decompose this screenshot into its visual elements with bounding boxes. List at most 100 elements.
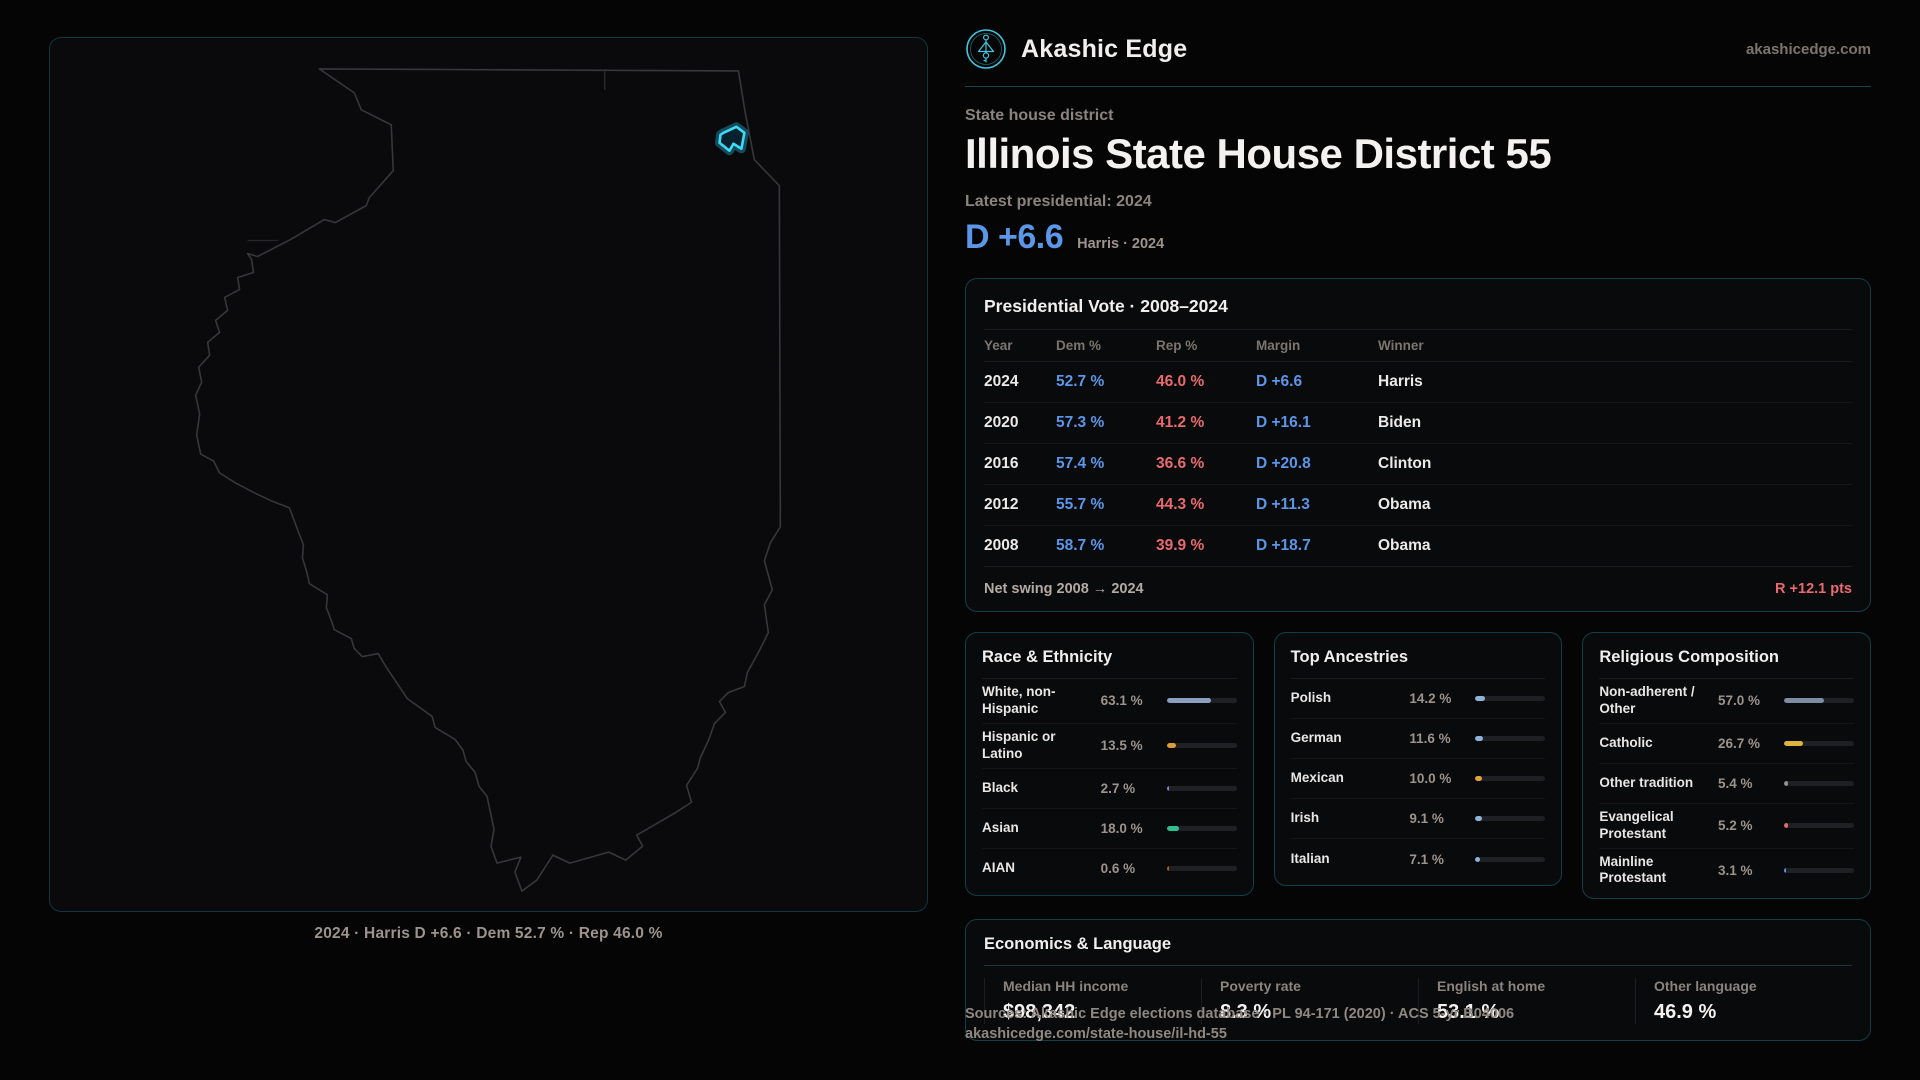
stat-label: Evangelical Protestant [1599,808,1674,841]
district-55-shape[interactable] [718,125,746,153]
stat-label: AIAN [982,860,1015,876]
ancestries-card: Top Ancestries Polish 14.2 % German 11.6… [1273,632,1563,886]
stat-value: 5.2 % [1717,818,1753,834]
stat-bar-fill [1783,867,1787,873]
economics-stat-label: English at home [1437,978,1546,995]
stat-row: Black 2.7 % [982,769,1237,809]
religion-list: Non-adherent / Other 57.0 % Catholic 26.… [1599,679,1854,892]
cell-rep: 46.0 % [1156,373,1205,390]
stat-row: Italian 7.1 % [1291,839,1546,879]
stat-value: 7.1 % [1409,851,1444,867]
stat-bar [1475,736,1546,741]
cell-margin: D +11.3 [1256,496,1310,513]
stat-label: Asian [982,819,1019,835]
stat-bar [1166,785,1237,791]
economics-title: Economics & Language [984,935,1852,967]
akashic-edge-logo-icon [966,29,1006,69]
stat-row: German 11.6 % [1290,719,1546,759]
table-row: 2016 57.4 % 36.6 % D +20.8 Clinton [984,444,1852,485]
economics-stat-label: Poverty rate [1220,978,1301,995]
net-swing-label: Net swing 2008 → 2024 [984,581,1144,597]
cell-margin: D +18.7 [1256,537,1311,554]
stat-label: Polish [1290,690,1332,706]
stat-row: AIAN 0.6 % [982,849,1237,889]
stat-label: Mainline Protestant [1599,853,1667,886]
source-permalink[interactable]: akashicedge.com/state-house/il-hd-55 [965,1026,1227,1042]
stat-value: 63.1 % [1100,693,1143,709]
stat-bar-fill [1166,785,1169,791]
margin-caption: Harris · 2024 [1077,236,1165,252]
illinois-outline [194,68,782,892]
stat-bar [1783,867,1854,873]
stat-row: Other tradition 5.4 % [1599,764,1854,804]
stat-label: White, non-Hispanic [982,684,1056,716]
state-map-panel [49,37,928,912]
site-header: Akashic Edge akashicedge.com [965,0,1871,70]
economics-stat: Poverty rate 8.3 % [1201,978,1418,1025]
brand-domain-link[interactable]: akashicedge.com [1745,40,1871,58]
stat-row: Polish 14.2 % [1290,679,1546,719]
stat-row: Catholic 26.7 % [1599,724,1854,764]
economics-stat: English at home 53.1 % [1418,978,1635,1025]
cell-winner: Harris [1378,373,1423,390]
stat-bar-fill [1783,823,1788,829]
economics-stat-value: $98,342 [1003,1001,1076,1024]
col-dem: Dem % [1056,338,1102,353]
table-row: 2012 55.7 % 44.3 % D +11.3 Obama [984,485,1852,526]
stat-bar [1475,816,1546,821]
cell-dem: 52.7 % [1056,373,1105,390]
stat-bar [1783,698,1854,704]
col-rep: Rep % [1156,338,1198,353]
col-year: Year [984,338,1013,353]
stat-bar-fill [1783,698,1824,704]
stat-bar [1166,866,1237,871]
stat-value: 18.0 % [1100,820,1143,836]
col-winner: Winner [1378,338,1424,353]
stat-bar [1166,743,1237,749]
stat-row: Evangelical Protestant 5.2 % [1599,804,1854,849]
stat-label: Other tradition [1599,774,1694,790]
page-title: Illinois State House District 55 [965,130,1552,177]
cell-winner: Clinton [1378,455,1432,472]
stat-bar-fill [1166,698,1211,704]
cell-winner: Obama [1378,537,1431,554]
margin-value: D +6.6 [965,218,1064,256]
economics-stat: Median HH income $98,342 [984,978,1201,1025]
presidential-vote-panel: Presidential Vote · 2008–2024 Year Dem %… [965,278,1871,612]
stat-value: 9.1 % [1409,811,1444,826]
stat-value: 0.6 % [1100,861,1136,876]
header-divider [965,86,1871,87]
cell-year: 2024 [984,373,1019,390]
economics-stat-value: 46.9 % [1654,1001,1717,1024]
stat-bar [1783,740,1854,746]
stat-row: Non-adherent / Other 57.0 % [1599,679,1854,724]
stat-bar [1475,696,1546,701]
stat-label: Italian [1290,850,1330,866]
cell-rep: 39.9 % [1156,537,1205,554]
stat-bar [1475,856,1546,862]
cell-rep: 36.6 % [1156,455,1205,472]
cell-year: 2012 [984,496,1019,513]
brand-name: Akashic Edge [1021,34,1188,63]
latest-presidential-label: Latest presidential: 2024 [965,193,1152,210]
stat-bar-fill [1475,856,1481,862]
detail-column: Akashic Edge akashicedge.com State house… [965,0,1871,1042]
presidential-vote-title: Presidential Vote · 2008–2024 [984,296,1852,330]
cell-winner: Biden [1378,414,1422,431]
stat-label: Catholic [1599,734,1653,750]
illinois-map [194,68,782,892]
religion-card: Religious Composition Non-adherent / Oth… [1582,632,1871,900]
stat-bar-fill [1166,866,1169,871]
economics-stat: Other language 46.9 % [1635,978,1852,1025]
margin-summary: D +6.6 Harris · 2024 [965,218,1871,257]
map-caption: 2024 · Harris D +6.6 · Dem 52.7 % · Rep … [314,925,663,942]
cell-winner: Obama [1378,496,1431,513]
stat-label: Non-adherent / Other [1599,684,1695,716]
stat-value: 3.1 % [1717,862,1753,878]
economics-stat-value: 8.3 % [1220,1001,1272,1024]
cell-year: 2008 [984,537,1019,554]
stat-row: Asian 18.0 % [982,809,1237,849]
table-row: 2020 57.3 % 41.2 % D +16.1 Biden [984,403,1852,444]
race-ethnicity-list: White, non-Hispanic 63.1 % Hispanic or L… [982,679,1237,889]
cell-year: 2016 [984,455,1019,472]
